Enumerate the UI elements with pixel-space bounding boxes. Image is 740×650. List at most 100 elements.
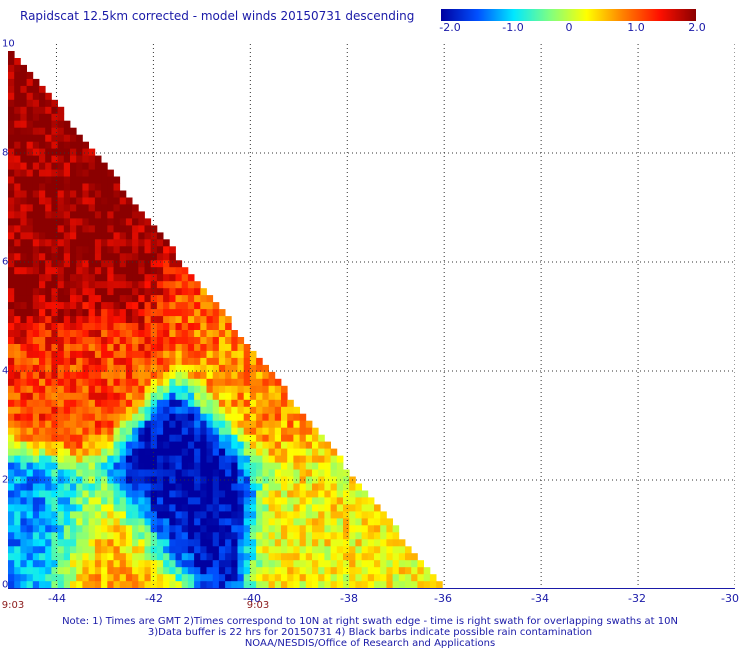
wind-cell	[88, 211, 96, 219]
wind-cell	[39, 190, 46, 198]
wind-cell	[45, 511, 52, 519]
wind-cell	[150, 323, 158, 331]
wind-cell	[281, 399, 288, 408]
wind-cell	[125, 574, 133, 582]
wind-cell	[70, 267, 77, 275]
wind-cell	[119, 316, 127, 324]
wind-cell	[51, 371, 58, 380]
wind-cell	[355, 525, 362, 533]
wind-cell	[218, 316, 226, 324]
wind-cell	[45, 574, 52, 582]
wind-cell	[107, 225, 114, 233]
wind-cell	[101, 553, 108, 561]
wind-cell	[175, 316, 183, 324]
wind-cell	[330, 448, 338, 456]
wind-cell	[32, 553, 40, 561]
wind-cell	[212, 330, 220, 338]
wind-cell	[101, 218, 108, 226]
wind-cell	[45, 225, 52, 233]
wind-cell	[287, 539, 294, 547]
wind-cell	[367, 532, 375, 540]
wind-cell	[132, 469, 139, 477]
wind-cell	[249, 511, 257, 519]
wind-cell	[243, 357, 251, 366]
wind-cell	[349, 511, 356, 519]
wind-cell	[8, 330, 15, 338]
wind-cell	[237, 385, 245, 394]
wind-cell	[119, 378, 127, 387]
wind-cell	[343, 525, 350, 533]
wind-cell	[169, 267, 176, 275]
wind-cell	[138, 399, 145, 408]
wind-cell	[76, 169, 83, 177]
wind-cell	[200, 371, 207, 380]
wind-cell	[119, 211, 127, 219]
wind-cell	[181, 546, 189, 554]
wind-cell	[243, 364, 251, 373]
wind-cell	[113, 441, 121, 449]
wind-cell	[312, 553, 319, 561]
wind-cell	[63, 134, 71, 143]
wind-cell	[175, 385, 183, 394]
wind-cell	[70, 281, 77, 289]
wind-cell	[14, 141, 21, 150]
wind-cell	[138, 427, 145, 436]
wind-cell	[187, 420, 195, 429]
wind-cell	[39, 546, 46, 554]
wind-cell	[125, 406, 133, 415]
wind-cell	[70, 316, 77, 324]
wind-cell	[107, 504, 114, 512]
wind-cell	[14, 162, 21, 170]
wind-cell	[218, 539, 226, 547]
wind-cell	[132, 441, 139, 449]
wind-cell	[8, 483, 15, 491]
wind-cell	[70, 337, 77, 345]
wind-cell	[82, 553, 89, 561]
wind-cell	[343, 469, 350, 477]
wind-cell	[324, 476, 331, 484]
wind-cell	[206, 406, 214, 415]
wind-cell	[113, 434, 121, 443]
wind-cell	[194, 441, 201, 449]
wind-cell	[293, 427, 300, 436]
wind-cell	[299, 413, 307, 422]
wind-cell	[237, 420, 245, 429]
wind-cell	[225, 497, 232, 505]
wind-cell	[101, 539, 108, 547]
wind-cell	[82, 434, 89, 443]
wind-cell	[32, 120, 40, 129]
wind-cell	[299, 462, 307, 470]
wind-cell	[70, 274, 77, 282]
wind-cell	[26, 183, 34, 191]
wind-cell	[88, 413, 96, 422]
wind-cell	[175, 406, 183, 415]
wind-cell	[367, 567, 375, 575]
wind-cell	[113, 364, 121, 373]
wind-cell	[76, 330, 83, 338]
wind-cell	[156, 281, 164, 289]
wind-cell	[274, 462, 282, 470]
wind-cell	[63, 553, 71, 561]
wind-cell	[132, 378, 139, 387]
wind-cell	[57, 309, 65, 317]
wind-cell	[51, 532, 58, 540]
wind-cell	[101, 420, 108, 429]
wind-cell	[57, 497, 65, 505]
wind-cell	[212, 378, 220, 387]
wind-cell	[268, 462, 276, 470]
wind-cell	[293, 497, 300, 505]
wind-cell	[45, 337, 52, 345]
wind-cell	[237, 525, 245, 533]
wind-cell	[225, 399, 232, 408]
wind-cell	[318, 455, 325, 463]
wind-cell	[26, 399, 34, 408]
wind-cell	[119, 560, 127, 568]
wind-cell	[299, 532, 307, 540]
wind-cell	[20, 539, 27, 547]
wind-cell	[26, 406, 34, 415]
wind-cell	[175, 350, 183, 359]
wind-cell	[231, 434, 238, 443]
wind-cell	[63, 295, 71, 303]
wind-cell	[57, 190, 65, 198]
wind-cell	[70, 364, 77, 373]
